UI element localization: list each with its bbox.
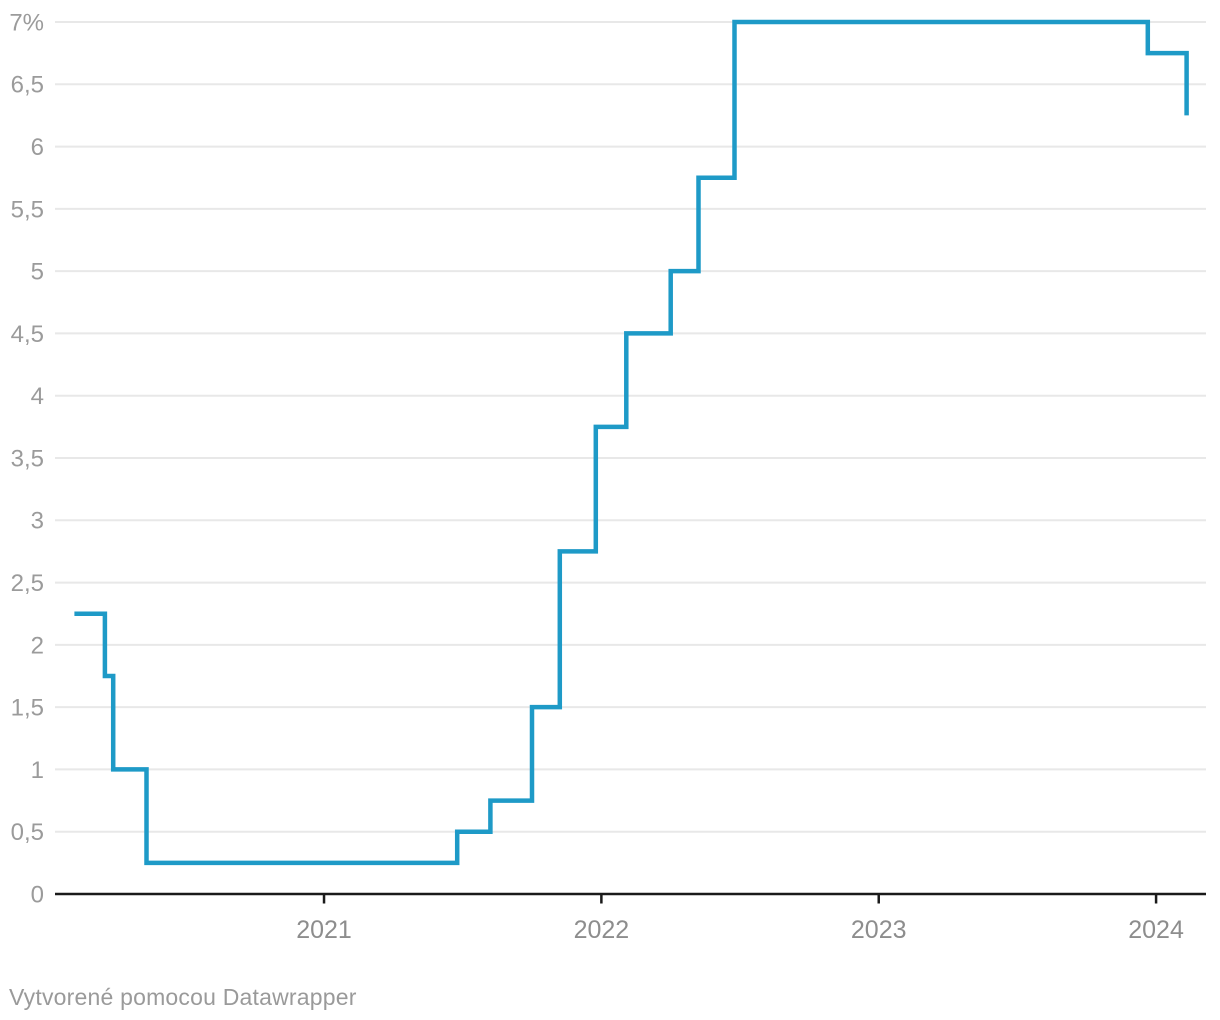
y-axis-label: 2,5 <box>11 570 44 597</box>
y-axis-label: 0 <box>31 881 44 908</box>
y-axis-label: 7% <box>9 9 44 36</box>
y-axis-label: 1 <box>31 757 44 784</box>
y-axis-label: 0,5 <box>11 819 44 846</box>
y-axis-label: 5,5 <box>11 196 44 223</box>
x-axis-label: 2022 <box>574 916 630 944</box>
x-axis-label: 2021 <box>296 916 352 944</box>
x-axis-label: 2023 <box>851 916 907 944</box>
y-axis-label: 3 <box>31 508 44 535</box>
y-axis-label: 6,5 <box>11 72 44 99</box>
y-axis-label: 2 <box>31 632 44 659</box>
y-axis-label: 4 <box>31 383 44 410</box>
x-axis-label: 2024 <box>1128 916 1184 944</box>
y-axis-label: 5 <box>31 259 44 286</box>
y-axis-label: 1,5 <box>11 695 44 722</box>
chart-canvas: 0 0,5 1 1,5 2 2,5 3 3,5 4 4,5 5 5,5 6 6,5 7% 2021 2022 20… <box>9 9 1206 944</box>
step-line-chart: 0 0,5 1 1,5 2 2,5 3 3,5 4 4,5 5 5,5 6 6,5 7% 2021 2022 20… <box>9 9 1206 944</box>
y-axis-label: 3,5 <box>11 445 44 472</box>
y-axis-label: 6 <box>31 134 44 161</box>
rate-step-line <box>74 19 1189 866</box>
footer-credit: Vytvorené pomocou Datawrapper <box>9 984 357 1010</box>
y-axis-label: 4,5 <box>11 321 44 348</box>
